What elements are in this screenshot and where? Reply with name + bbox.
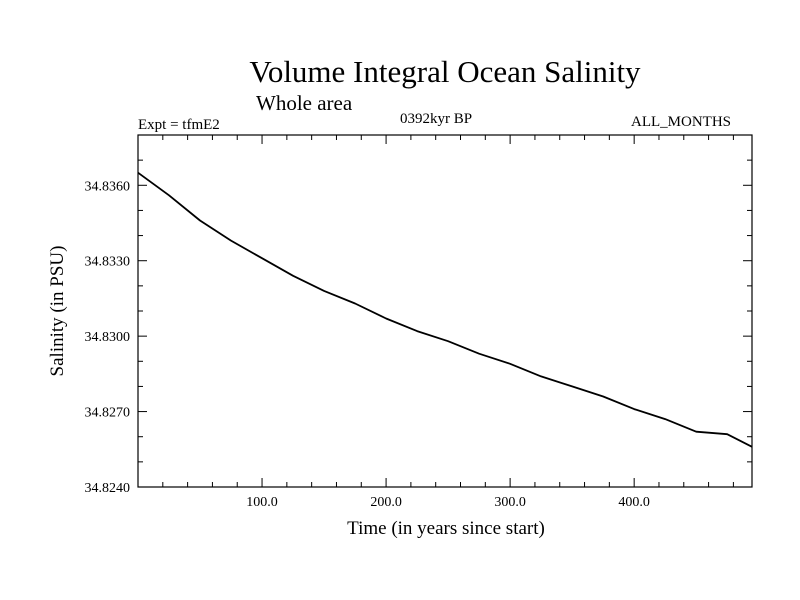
y-tick-label: 34.8360 xyxy=(85,179,131,194)
axis-ticks xyxy=(138,135,752,488)
series-line-salinity xyxy=(137,171,753,448)
chart-subtitle: Whole area xyxy=(256,91,353,115)
experiment-label: Expt = tfmE2 xyxy=(138,117,220,133)
x-tick-label: 200.0 xyxy=(370,495,402,510)
tick-labels: 100.0 200.0 300.0 400.0 34.8240 34.8270 34.833… xyxy=(85,179,650,510)
x-tick-label: 400.0 xyxy=(618,495,650,510)
chart-title: Volume Integral Ocean Salinity xyxy=(249,54,641,89)
x-axis-label: Time (in years since start) xyxy=(347,518,545,539)
y-tick-label: 34.8300 xyxy=(85,330,131,345)
months-label: ALL_MONTHS xyxy=(631,114,731,130)
x-tick-label: 300.0 xyxy=(494,495,526,510)
x-tick-label: 100.0 xyxy=(246,495,278,510)
plot-frame xyxy=(137,134,753,488)
y-tick-label: 34.8330 xyxy=(85,255,131,270)
y-tick-label: 34.8270 xyxy=(85,406,131,421)
y-axis-label: Salinity (in PSU) xyxy=(47,246,68,377)
period-label: 0392kyr BP xyxy=(400,111,473,127)
y-tick-label: 34.8240 xyxy=(85,481,131,496)
